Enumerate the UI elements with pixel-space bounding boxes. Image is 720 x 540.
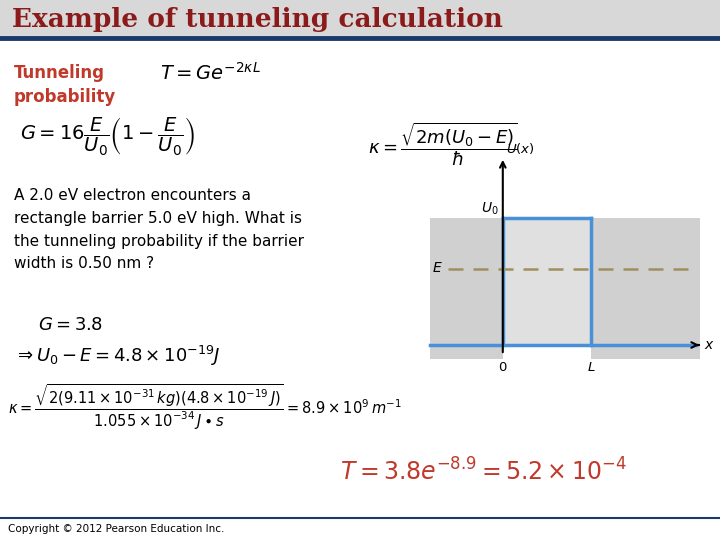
- Text: $L$: $L$: [587, 361, 595, 374]
- Text: $\kappa = \dfrac{\sqrt{2(9.11 \times 10^{-31}\, kg)(4.8 \times 10^{-19}\, J)}}{1: $\kappa = \dfrac{\sqrt{2(9.11 \times 10^…: [8, 383, 402, 432]
- Text: $\Rightarrow U_0 - E = 4.8 \times 10^{-19} J$: $\Rightarrow U_0 - E = 4.8 \times 10^{-1…: [14, 344, 220, 368]
- Text: $U_0$: $U_0$: [481, 200, 499, 217]
- Text: $U(x)$: $U(x)$: [505, 141, 534, 156]
- Text: $x$: $x$: [704, 338, 715, 352]
- Text: $E$: $E$: [432, 261, 443, 275]
- Bar: [503, 218, 591, 345]
- Text: $T = 3.8e^{-8.9} = 5.2 \times 10^{-4}$: $T = 3.8e^{-8.9} = 5.2 \times 10^{-4}$: [340, 458, 627, 485]
- Text: $0$: $0$: [498, 361, 508, 374]
- Bar: [430, 218, 503, 359]
- Bar: [0, 0, 720, 37]
- Text: Tunneling
probability: Tunneling probability: [14, 64, 116, 106]
- Text: Copyright © 2012 Pearson Education Inc.: Copyright © 2012 Pearson Education Inc.: [8, 524, 225, 534]
- Text: $G = 3.8$: $G = 3.8$: [38, 316, 103, 334]
- Text: A 2.0 eV electron encounters a
rectangle barrier 5.0 eV high. What is
the tunnel: A 2.0 eV electron encounters a rectangle…: [14, 188, 304, 272]
- Text: $G = 16\dfrac{E}{U_0}\left(1 - \dfrac{E}{U_0}\right)$: $G = 16\dfrac{E}{U_0}\left(1 - \dfrac{E}…: [20, 115, 196, 157]
- Bar: [591, 218, 700, 359]
- Text: $\kappa = \dfrac{\sqrt{2m(U_0 - E)}}{\hbar}$: $\kappa = \dfrac{\sqrt{2m(U_0 - E)}}{\hb…: [368, 120, 518, 168]
- Text: $T = Ge^{-2\kappa L}$: $T = Ge^{-2\kappa L}$: [160, 62, 261, 84]
- Text: Example of tunneling calculation: Example of tunneling calculation: [12, 6, 503, 31]
